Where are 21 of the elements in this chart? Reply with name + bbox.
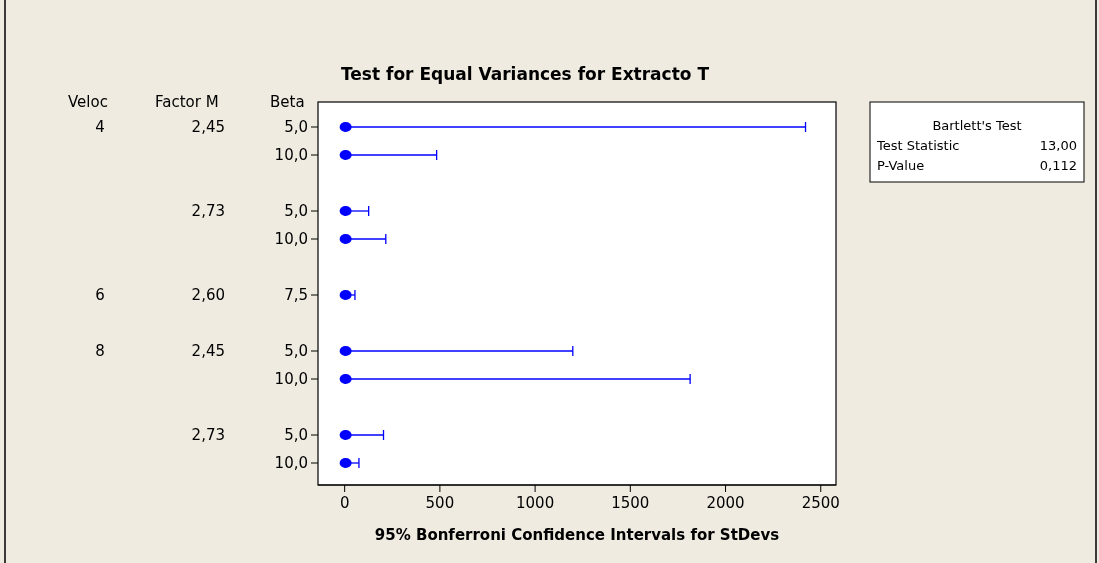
category-label: 4 2,45 5,0 xyxy=(95,118,308,136)
y-tick-label: 10,0 xyxy=(274,370,308,388)
category-label: 8 2,45 5,0 xyxy=(95,342,308,360)
x-tick-label: 0 xyxy=(339,494,350,512)
x-tick-label: 2000 xyxy=(706,494,745,512)
x-tick-label: 500 xyxy=(425,494,455,512)
y-tick-label: 10,0 xyxy=(274,454,308,472)
text: Test Statistic 13,00 xyxy=(877,138,1077,153)
x-axis-title: 95% Bonferroni Confidence Intervals for StDevs xyxy=(374,526,780,544)
y-tick-label: 10,0 xyxy=(274,230,308,248)
y-tick-label: 10,0 xyxy=(274,146,308,164)
x-tick-label: 2500 xyxy=(801,494,840,512)
chart-title: Test for Equal Variances for Extracto T xyxy=(341,64,710,84)
x-tick-label: 1500 xyxy=(611,494,650,512)
category-label: 2,73 5,0 xyxy=(191,202,308,220)
text: Veloc Factor M Beta xyxy=(68,93,305,111)
text: P-Value 0,112 xyxy=(877,158,1077,173)
text: Bartlett's Test xyxy=(932,118,1022,133)
x-tick-label: 1000 xyxy=(516,494,555,512)
category-label: 2,73 5,0 xyxy=(191,426,308,444)
category-label: 6 2,60 7,5 xyxy=(95,286,308,304)
